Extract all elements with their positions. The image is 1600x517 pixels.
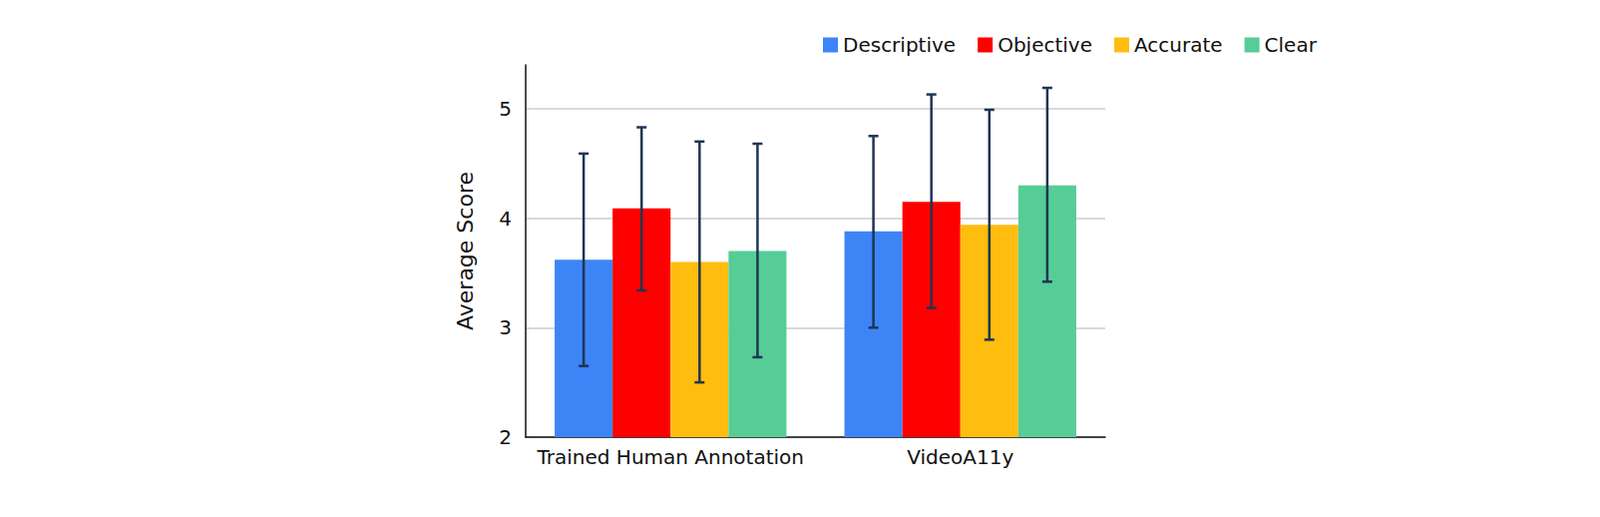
svg-text:Accurate: Accurate — [1134, 32, 1223, 57]
svg-text:Objective: Objective — [997, 32, 1093, 57]
svg-text:Descriptive: Descriptive — [842, 32, 956, 57]
svg-text:Clear: Clear — [1264, 32, 1318, 57]
svg-text:Trained Human Annotation: Trained Human Annotation — [535, 444, 804, 469]
svg-text:VideoA11y: VideoA11y — [906, 444, 1014, 469]
svg-text:3: 3 — [498, 315, 512, 340]
svg-text:4: 4 — [498, 206, 512, 231]
svg-text:5: 5 — [498, 96, 512, 121]
svg-text:2: 2 — [498, 424, 512, 449]
svg-text:Average Score: Average Score — [452, 171, 478, 331]
